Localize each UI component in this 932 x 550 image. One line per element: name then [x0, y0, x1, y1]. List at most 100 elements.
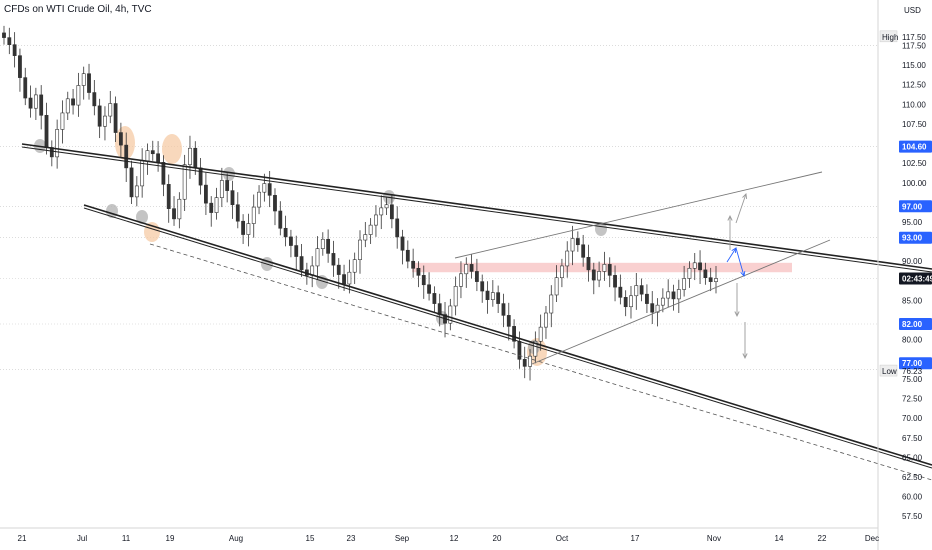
candle-body [618, 286, 623, 298]
candle-body [12, 44, 17, 56]
candle-body [607, 264, 612, 276]
candle-body [703, 269, 708, 279]
candle-body [251, 206, 256, 224]
x-tick-label: 19 [166, 534, 175, 543]
candle-body [7, 37, 12, 45]
candle-body [113, 103, 118, 133]
candle-body [134, 185, 139, 198]
y-tick-label: 117.50 [902, 41, 926, 50]
upper-trendline [21, 143, 932, 270]
candle-body [315, 248, 320, 267]
price-badge-box [899, 231, 932, 244]
candle-body [405, 249, 410, 262]
candle-body [241, 220, 246, 235]
candle-body [145, 150, 150, 162]
candle-body [666, 291, 671, 299]
candle-body [480, 281, 485, 292]
candle-body [188, 147, 192, 166]
candle-body [65, 98, 70, 114]
candle-body [533, 340, 538, 357]
price-axis: USD 117.50 115.00 112.50 110.00 107.50 102.50 1… [877, 0, 927, 550]
candle-body [581, 244, 586, 258]
resistance-zone [412, 262, 792, 273]
price-badge-box [899, 318, 932, 330]
pivot-highlight-gray [106, 204, 118, 218]
y-tick-label: 107.50 [902, 120, 927, 129]
candle-body [124, 144, 129, 169]
x-tick-label: Aug [229, 534, 243, 543]
candle-body [591, 269, 596, 281]
candle-body [44, 114, 49, 148]
candle-body [560, 265, 564, 279]
rising-channel-lower [531, 239, 831, 365]
candle-body [156, 153, 160, 163]
candle-body [682, 278, 687, 290]
candle-body [544, 312, 548, 328]
pivot-highlight-gray [136, 210, 148, 224]
badge-label-box [879, 30, 898, 43]
lower-trendline [83, 204, 932, 466]
y-tick-label: 90.00 [902, 257, 923, 266]
candle-body [421, 275, 426, 286]
upper-trendline-inner [21, 146, 932, 273]
badge-value: 117.50 [902, 33, 926, 42]
candle-body [613, 275, 617, 288]
dashed-support-line [149, 243, 932, 481]
candle-body [416, 267, 421, 276]
price-badge-value: 97.00 [902, 202, 923, 211]
candle-body [235, 204, 240, 222]
pivot-highlight-orange [162, 134, 182, 164]
price-badge-box [899, 357, 932, 370]
candle-body [299, 256, 304, 271]
candle-body [76, 85, 81, 106]
candle-body [501, 303, 506, 316]
candle-body [506, 315, 511, 327]
candle-body [246, 223, 251, 235]
x-tick-label: Nov [707, 534, 721, 543]
candle-body [395, 218, 400, 238]
arrow-blue-up [726, 247, 737, 263]
arrow-down-head [734, 311, 740, 318]
candle-body [490, 292, 495, 300]
candle-body [92, 92, 97, 107]
candle-body [87, 73, 91, 93]
time-axis: 21 Jul 11 19 Aug 15 23 Sep 12 20 Oct 17 Nov 14 22 Dec [0, 527, 879, 543]
candle-body [629, 295, 633, 308]
resistance-band [412, 262, 792, 273]
candle-body [411, 260, 416, 269]
candle-body [469, 264, 474, 272]
candle-body [384, 204, 389, 209]
candle-body [432, 293, 437, 304]
candle-body [273, 195, 277, 212]
candle-body [464, 264, 469, 275]
candle-body [214, 197, 219, 213]
candle-body [28, 97, 33, 109]
price-badge-value: 104.60 [902, 143, 927, 152]
x-tick-label: Oct [556, 534, 569, 543]
candle-body [549, 294, 554, 314]
y-tick-label: 75.00 [902, 375, 923, 384]
price-badge-value: 93.00 [902, 234, 923, 243]
candle-body [18, 55, 22, 78]
arrow-blue-down-head [740, 270, 746, 277]
arrow-up-head [727, 214, 733, 221]
candle-body [512, 326, 516, 342]
candle-body [326, 238, 331, 254]
price-badge-value: 77.00 [902, 359, 923, 368]
candle-body [660, 297, 665, 306]
candle-body [161, 162, 166, 185]
lower-trendline-inner [83, 207, 932, 469]
candle-body [23, 77, 28, 99]
candle-body [389, 204, 394, 220]
candle-body [320, 238, 325, 249]
candle-body [639, 285, 644, 295]
candle-body [538, 326, 543, 342]
y-tick-label: 60.00 [902, 493, 923, 502]
candle-body [448, 305, 453, 324]
candle-body [108, 103, 113, 117]
x-tick-label: 11 [122, 534, 131, 543]
price-badges: High 117.50 104.60 97.00 93.00 02:43:49 82.00 7… [879, 30, 932, 377]
y-tick-label: 70.00 [902, 414, 923, 423]
candle-body [714, 278, 718, 282]
